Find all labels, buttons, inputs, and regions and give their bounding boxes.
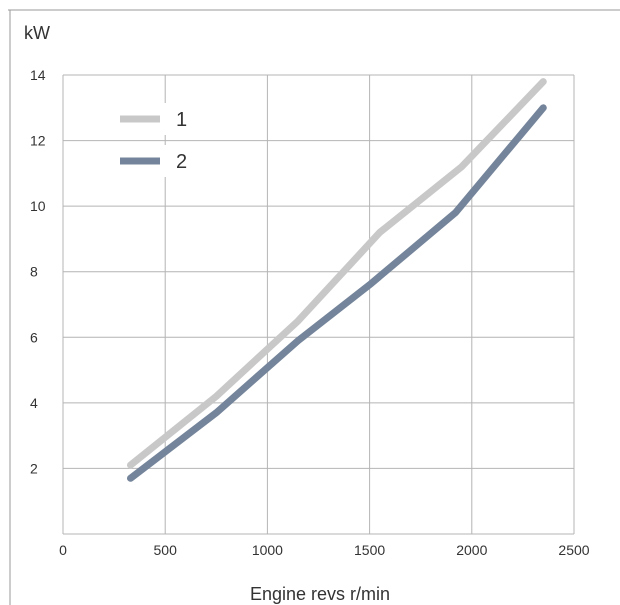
y-tick-labels: 2 4 6 8 10 12 14 (30, 67, 46, 476)
series-line-1 (127, 78, 547, 469)
legend-label-1: 1 (176, 109, 187, 131)
x-tick-label-2500: 2500 (558, 542, 589, 558)
legend: 12 (110, 103, 196, 177)
y-tick-label-6: 6 (30, 329, 38, 345)
y-tick-label-4: 4 (30, 395, 38, 411)
x-tick-label-2000: 2000 (456, 542, 487, 558)
y-tick-label-14: 14 (30, 67, 46, 83)
y-tick-label-2: 2 (30, 460, 38, 476)
series-lines (127, 78, 547, 482)
series-line-2 (127, 104, 547, 482)
x-tick-label-500: 500 (154, 542, 178, 558)
x-tick-label-1000: 1000 (252, 542, 283, 558)
y-tick-label-8: 8 (30, 264, 38, 280)
grid (62, 74, 575, 535)
x-tick-labels: 0 500 1000 1500 2000 2500 (59, 542, 590, 558)
legend-label-2: 2 (176, 151, 187, 173)
x-tick-label-0: 0 (59, 542, 67, 558)
y-tick-label-12: 12 (30, 133, 46, 149)
x-tick-label-1500: 1500 (354, 542, 385, 558)
x-axis-label: Engine revs r/min (250, 584, 390, 604)
y-tick-label-10: 10 (30, 198, 46, 214)
y-axis-label: kW (24, 23, 50, 43)
